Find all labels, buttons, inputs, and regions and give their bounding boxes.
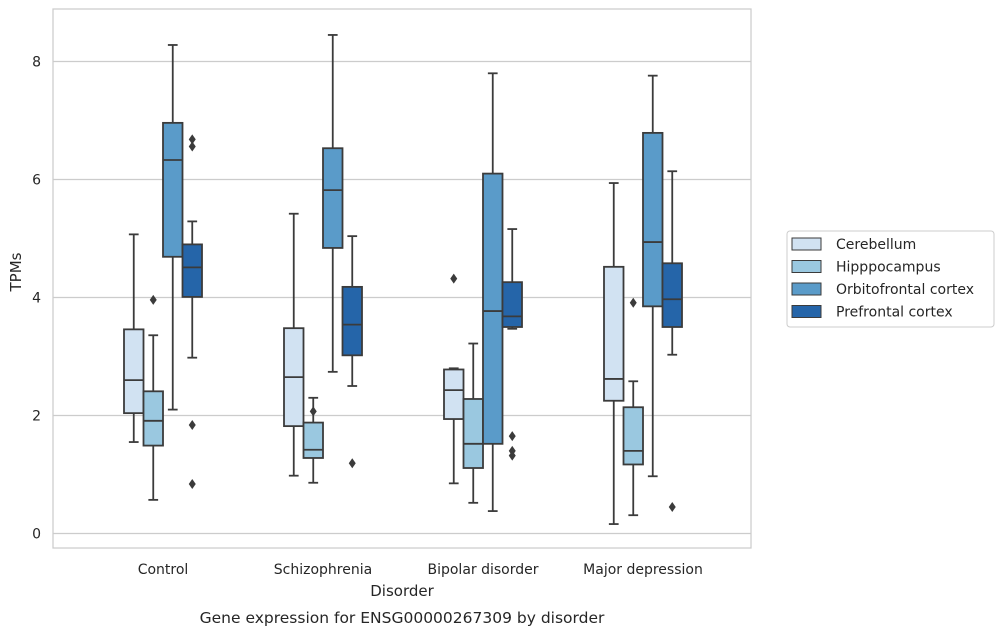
outlier-point — [629, 297, 637, 308]
box-hipppocampus-control — [142, 294, 164, 501]
box-prefrontal-cortex-major-depression — [661, 170, 683, 512]
box-iqr — [142, 390, 164, 447]
plot-frame — [52, 8, 752, 549]
x-tick-label-major-depression: Major depression — [583, 562, 703, 578]
legend-swatch — [791, 282, 822, 296]
box-iqr — [341, 285, 363, 357]
outlier-point — [348, 458, 356, 469]
box-orbitofrontal-cortex-control — [162, 44, 184, 411]
x-tick-label-control: Control — [138, 562, 189, 578]
series-hipppocampus — [142, 294, 644, 517]
box-iqr — [603, 265, 625, 402]
y-axis-label: TPMs — [7, 252, 25, 292]
legend-swatch — [791, 305, 822, 318]
legend-swatch — [791, 260, 822, 273]
y-tick-label-8: 8 — [32, 55, 41, 71]
legend-frame — [786, 230, 995, 328]
legend: Cerebellum Hipppocampus Orbitofrontal cort… — [786, 230, 995, 328]
legend-label: Cerebellum — [836, 237, 916, 253]
box-prefrontal-cortex-control — [181, 134, 203, 489]
box-iqr — [443, 368, 465, 420]
x-tick-label-schizophrenia: Schizophrenia — [274, 562, 372, 578]
box-prefrontal-cortex-schizophrenia — [341, 235, 363, 469]
outlier-point — [450, 273, 458, 284]
outlier-point — [508, 450, 516, 461]
box-iqr — [642, 131, 664, 308]
series-prefrontal-cortex — [181, 134, 683, 512]
box-iqr — [622, 406, 644, 466]
box-iqr — [302, 421, 324, 459]
outlier-point — [508, 431, 516, 442]
box-orbitofrontal-cortex-bipolar-disorder — [482, 72, 504, 512]
y-tick-labels: 0 2 4 6 8 — [32, 55, 41, 543]
box-cerebellum-control — [123, 233, 145, 443]
box-prefrontal-cortex-bipolar-disorder — [501, 228, 523, 461]
box-orbitofrontal-cortex-major-depression — [642, 74, 664, 478]
outlier-point — [149, 294, 157, 305]
x-tick-labels: Control Schizophrenia Bipolar disorder Majo… — [138, 562, 703, 578]
box-iqr — [462, 398, 484, 469]
legend-swatch — [791, 237, 822, 251]
outlier-point — [188, 134, 196, 145]
outlier-point — [188, 141, 196, 152]
outlier-point — [188, 478, 196, 489]
box-hipppocampus-major-depression — [622, 297, 644, 517]
series-orbitofrontal-cortex — [162, 34, 664, 512]
box-cerebellum-major-depression — [603, 182, 625, 525]
legend-item-orbitofrontal-cortex: Orbitofrontal cortex — [791, 282, 974, 298]
box-iqr — [661, 262, 683, 328]
legend-label: Prefrontal cortex — [836, 305, 953, 321]
box-iqr — [162, 121, 184, 258]
y-tick-label-0: 0 — [32, 527, 41, 543]
legend-label: Orbitofrontal cortex — [836, 282, 974, 298]
box-hipppocampus-bipolar-disorder — [462, 342, 484, 504]
x-axis-label: Disorder — [370, 582, 434, 600]
legend-item-hipppocampus: Hipppocampus — [791, 260, 941, 276]
outlier-point — [309, 406, 317, 417]
legend-label: Hipppocampus — [836, 260, 941, 276]
box-iqr — [123, 328, 145, 415]
legend-item-prefrontal-cortex: Prefrontal cortex — [791, 305, 953, 321]
box-cerebellum-bipolar-disorder — [443, 273, 465, 485]
box-iqr — [322, 147, 344, 249]
box-cerebellum-schizophrenia — [283, 212, 305, 477]
box-iqr — [501, 281, 523, 328]
box-orbitofrontal-cortex-schizophrenia — [322, 34, 344, 373]
series-cerebellum — [123, 182, 625, 525]
y-tick-label-2: 2 — [32, 409, 41, 425]
legend-item-cerebellum: Cerebellum — [791, 237, 916, 253]
box-iqr — [482, 172, 504, 445]
box-hipppocampus-schizophrenia — [302, 396, 324, 484]
outlier-point — [188, 419, 196, 430]
outlier-point — [668, 501, 676, 512]
y-tick-label-6: 6 — [32, 173, 41, 189]
box-series — [123, 34, 683, 525]
y-tick-label-4: 4 — [32, 291, 41, 307]
chart-caption: Gene expression for ENSG00000267309 by d… — [200, 609, 605, 627]
x-tick-label-bipolar-disorder: Bipolar disorder — [427, 562, 538, 578]
box-iqr — [181, 243, 203, 298]
